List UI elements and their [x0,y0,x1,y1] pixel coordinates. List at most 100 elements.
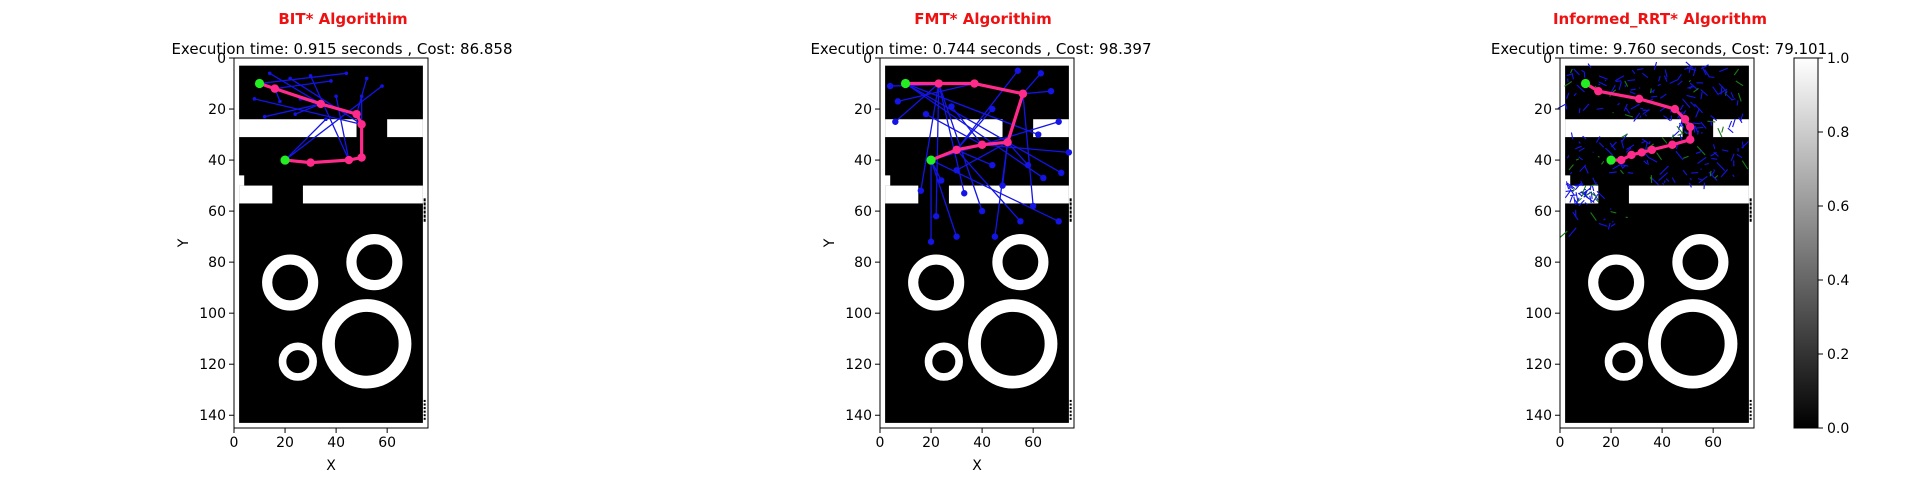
y-tick-label: 40 [854,153,872,169]
axes-frame [233,57,429,429]
tree-edge [1677,80,1683,86]
path-node [1668,140,1677,149]
y-tick-label: 0 [217,51,226,67]
edge-mark [423,417,426,420]
y-tick-label: 120 [199,357,226,373]
tree-edge [1626,144,1635,150]
edge-mark [423,210,426,214]
tree-edge [1659,93,1667,99]
tree-edge [1740,113,1744,122]
path-node [306,158,315,167]
path-node [970,79,979,88]
tree-edge [1618,81,1622,90]
tree-edge [1718,83,1728,93]
ring-obstacle [322,299,412,389]
tree-edge [1631,69,1636,75]
tree-edge [1721,149,1729,152]
tree-edge [1566,155,1570,159]
axes-frame [879,57,1075,429]
edge-mark [1749,417,1752,420]
y-tick-label: 40 [1534,153,1552,169]
tree-node [267,71,272,76]
tree-edge [930,121,1059,161]
path-node [1594,86,1603,96]
y-tick-label: 60 [208,204,226,220]
tree-edge [1610,84,1616,94]
tree-edge [1640,107,1644,110]
tree-node [991,233,999,240]
tree-edge [1741,160,1749,170]
path-node [270,84,280,93]
colorbar-tick-label: 0.4 [1827,273,1849,289]
tree-node [1058,169,1065,177]
tree-edge [1671,134,1674,139]
path-node [952,145,961,155]
tree-edge [1643,160,1648,165]
tree-edge [1730,153,1735,162]
tree-edge [956,70,1019,151]
tree-edge [1596,107,1604,110]
tree-edge [1598,81,1607,87]
tree-edge [1609,171,1617,174]
wall [234,175,245,186]
tree-edge [1568,164,1574,171]
tree-edge [1710,170,1715,177]
tree-edge [1671,177,1676,183]
x-tick-label: 40 [327,435,345,451]
tree-edge [1625,107,1631,114]
start-point [900,78,911,89]
tree-edge [1665,77,1668,80]
tree-edge [1684,67,1690,70]
tree-node [324,117,328,122]
tree-edge [1623,103,1628,112]
goal-point [1606,155,1616,165]
tree-edge [1684,131,1688,135]
chart-title: FMT* Algorithim [914,10,1051,28]
tree-edge [894,83,940,123]
chart-title: Informed_RRT* Algorithm [1553,10,1767,28]
tree-edge [1719,67,1728,73]
tree-edge [1567,182,1575,189]
x-tick-label: 0 [876,435,885,451]
tree-edge [1589,191,1598,198]
edge-mark [1069,414,1072,417]
tree-edge [1658,75,1661,82]
tree-edge [1646,160,1649,166]
tree-edge [284,118,327,161]
colorbar-tick-label: 0.0 [1827,421,1849,437]
y-tick-label: 20 [1534,102,1552,118]
tree-edge [1704,69,1711,78]
tree-edge [1694,125,1699,133]
tree-edge [1661,182,1665,185]
tree-edge [1629,91,1636,95]
tree-edge [1633,112,1641,122]
ring-obstacle [262,254,319,311]
tree-node [334,94,338,99]
tree-edge [956,141,1008,171]
tree-edge [1710,151,1717,157]
tree-edge [930,159,958,237]
goal-point [280,155,290,165]
ring-obstacle [968,299,1058,389]
tree-edge [1625,147,1632,153]
tree-edge [1686,94,1696,99]
edge-mark [1749,414,1752,417]
tree-edge [1710,115,1718,122]
goal-point [926,155,936,165]
tree-edge [1714,175,1719,179]
y-tick-label: 80 [208,255,226,271]
ring-obstacle [1672,234,1729,291]
path-node [1018,89,1028,98]
tree-edge [1570,132,1574,140]
tree-node [978,207,986,215]
tree-edge [1578,141,1581,144]
tree-edge [1701,131,1703,134]
tree-edge [1700,89,1708,97]
tree-edge [1583,191,1587,196]
tree-edge [1712,144,1716,150]
path-line [905,81,1025,162]
tree-node [344,71,349,76]
y-tick-label: 20 [208,102,226,118]
y-axis-label: Y [822,238,838,248]
tree-edge [1688,79,1691,83]
